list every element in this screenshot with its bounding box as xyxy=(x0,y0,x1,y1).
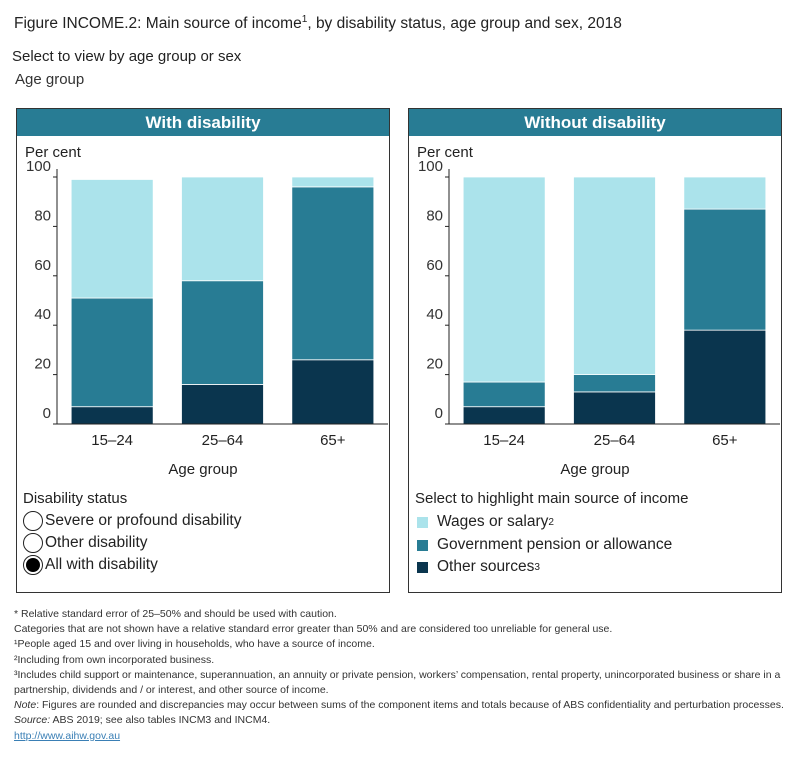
legend-label: Government pension or allowance xyxy=(437,536,673,553)
y-tick-label: 80 xyxy=(426,207,443,224)
chart-with-disability: 0 20 40 60 80 100 15–24 25–64 65+ xyxy=(26,158,388,449)
panel-header: Without disability xyxy=(409,109,781,136)
legend-label: Other sources xyxy=(437,558,535,575)
legend-item-other[interactable]: Other sources 3 xyxy=(417,558,540,576)
x-tick-label: 65+ xyxy=(320,432,346,449)
footnote-2: ²Including from own incorporated busines… xyxy=(14,653,215,666)
radio-label: Severe or profound disability xyxy=(45,512,242,529)
x-tick-label: 25–64 xyxy=(594,432,636,449)
legend-sup: 3 xyxy=(534,561,540,573)
bar-government[interactable] xyxy=(683,208,767,331)
bar-other[interactable] xyxy=(462,406,546,425)
x-tick-label: 15–24 xyxy=(91,432,133,449)
aihw-link[interactable]: http://www.aihw.gov.au xyxy=(14,729,121,742)
title-sup: 1 xyxy=(301,14,308,25)
title-rest: , by disability status, age group and se… xyxy=(307,15,622,33)
footnote-source: Source: ABS 2019; see also tables INCM3 … xyxy=(14,713,784,728)
x-axis-label: Age group xyxy=(168,461,238,478)
swatch-icon xyxy=(417,539,428,551)
view-selector-label: Select to view by age group or sex xyxy=(12,48,242,65)
y-tick-label: 20 xyxy=(426,356,443,373)
disability-status-title: Disability status xyxy=(23,490,128,507)
y-tick-label: 100 xyxy=(26,158,51,175)
bar-wages[interactable] xyxy=(291,176,375,188)
bar-government[interactable] xyxy=(70,297,154,408)
bar-other[interactable] xyxy=(683,329,767,425)
y-axis-label: Per cent xyxy=(417,144,473,161)
y-tick-label: 80 xyxy=(34,207,51,224)
footnote-rse: * Relative standard error of 25–50% and … xyxy=(14,608,337,620)
bar-government[interactable] xyxy=(573,374,656,393)
radio-selected-icon[interactable] xyxy=(23,555,43,575)
bar-other[interactable] xyxy=(70,406,154,425)
footnote-note: Note: Figures are rounded and discrepanc… xyxy=(14,698,784,713)
note-label: Note xyxy=(14,699,37,712)
bar-government[interactable] xyxy=(291,186,375,361)
bar-wages[interactable] xyxy=(70,179,154,299)
radio-other[interactable]: Other disability xyxy=(23,533,148,553)
y-tick-label: 40 xyxy=(426,306,443,323)
y-tick-label: 40 xyxy=(34,306,51,323)
chart-without-disability: 0 20 40 60 80 100 15–24 25–64 65+ xyxy=(418,158,780,449)
bar-other[interactable] xyxy=(181,384,264,425)
bar-wages[interactable] xyxy=(181,176,264,282)
bar-other[interactable] xyxy=(573,391,656,425)
title-text: Figure INCOME.2: Main source of income xyxy=(14,15,302,33)
figure-title: Figure INCOME.2: Main source of income1,… xyxy=(14,14,622,33)
radio-icon[interactable] xyxy=(23,511,43,531)
legend-sup: 2 xyxy=(548,516,555,528)
x-tick-label: 25–64 xyxy=(202,432,244,449)
legend-title: Select to highlight main source of incom… xyxy=(415,490,689,507)
footnote-categories: Categories that are not shown have a rel… xyxy=(14,623,613,636)
radio-all[interactable]: All with disability xyxy=(23,555,158,575)
radio-severe[interactable]: Severe or profound disability xyxy=(23,511,241,531)
y-tick-label: 0 xyxy=(43,405,51,422)
radio-label: All with disability xyxy=(45,556,158,573)
bar-other[interactable] xyxy=(291,359,375,425)
view-selector[interactable]: Age group xyxy=(15,71,85,88)
footnote-3: ³Includes child support or maintenance, … xyxy=(14,668,781,697)
bar-government[interactable] xyxy=(181,280,264,385)
radio-icon[interactable] xyxy=(23,533,43,553)
y-axis-label: Per cent xyxy=(25,144,81,161)
y-tick-label: 0 xyxy=(435,405,443,422)
y-tick-label: 60 xyxy=(34,257,51,274)
note-text: : Figures are rounded and discrepancies … xyxy=(36,699,784,712)
panel-header: With disability xyxy=(17,109,389,136)
bar-wages[interactable] xyxy=(462,176,546,383)
x-tick-label: 15–24 xyxy=(483,432,525,449)
footnotes: * Relative standard error of 25–50% and … xyxy=(14,607,784,744)
panel-with-disability: With disability Per cent 0 20 40 60 80 100 15–… xyxy=(16,108,390,593)
panel-without-disability: Without disability Per cent 0 20 40 60 80 100… xyxy=(408,108,782,593)
source-label: Source: xyxy=(14,714,51,727)
bar-wages[interactable] xyxy=(683,176,767,210)
swatch-icon xyxy=(417,516,428,528)
y-tick-label: 20 xyxy=(34,356,51,373)
bar-government[interactable] xyxy=(462,381,546,408)
radio-label: Other disability xyxy=(45,534,148,551)
source-text: ABS 2019; see also tables INCM3 and INCM… xyxy=(50,714,271,727)
y-tick-label: 100 xyxy=(418,158,443,175)
x-tick-label: 65+ xyxy=(712,432,738,449)
swatch-icon xyxy=(417,561,428,573)
y-tick-label: 60 xyxy=(426,257,443,274)
legend-label: Wages or salary xyxy=(437,513,549,530)
legend-item-government[interactable]: Government pension or allowance xyxy=(417,536,672,554)
legend-item-wages[interactable]: Wages or salary 2 xyxy=(417,513,554,531)
bar-wages[interactable] xyxy=(573,176,656,376)
footnote-1: ¹People aged 15 and over living in house… xyxy=(14,638,375,651)
x-axis-label: Age group xyxy=(560,461,630,478)
